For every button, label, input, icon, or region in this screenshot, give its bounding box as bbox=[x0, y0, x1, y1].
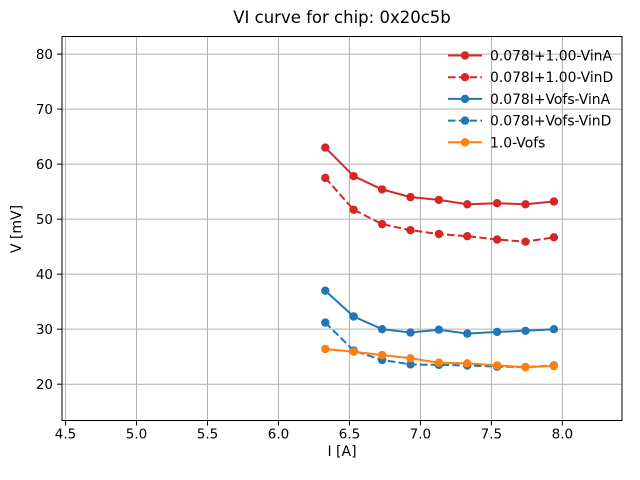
series-1.0-Vofs bbox=[321, 344, 559, 372]
data-point bbox=[492, 361, 502, 370]
data-point bbox=[377, 350, 387, 360]
series-0.078I+1.00-VinA bbox=[321, 143, 559, 209]
data-point bbox=[549, 325, 559, 334]
data-point bbox=[492, 235, 502, 244]
x-tick-label: 6.0 bbox=[268, 427, 289, 443]
y-tick-label: 50 bbox=[36, 212, 53, 228]
x-tick-label: 6.5 bbox=[339, 427, 360, 443]
legend-marker-icon bbox=[460, 73, 470, 82]
data-point bbox=[321, 143, 330, 152]
data-point bbox=[549, 197, 559, 206]
x-tick-label: 8.0 bbox=[552, 427, 573, 443]
data-point bbox=[321, 344, 330, 354]
data-point bbox=[521, 200, 530, 209]
chart-title: VI curve for chip: 0x20c5b bbox=[233, 8, 451, 27]
legend-entry: 1.0-Vofs bbox=[448, 135, 545, 151]
legend-marker-icon bbox=[460, 51, 470, 60]
data-point bbox=[463, 359, 472, 368]
series-0.078I+1.00-VinD bbox=[321, 173, 559, 246]
y-tick-label: 30 bbox=[36, 322, 53, 338]
y-tick-label: 20 bbox=[36, 377, 53, 393]
x-tick-label: 7.0 bbox=[410, 427, 431, 443]
data-point bbox=[434, 195, 444, 205]
x-tick-label: 5.0 bbox=[126, 427, 147, 443]
y-tick-label: 40 bbox=[36, 267, 53, 283]
legend-entry-label: 0.078I+1.00-VinA bbox=[490, 49, 612, 65]
data-point bbox=[349, 312, 358, 321]
data-point bbox=[377, 325, 387, 334]
data-point bbox=[349, 347, 358, 356]
y-axis-label: V [mV] bbox=[9, 204, 25, 254]
data-point bbox=[549, 233, 559, 242]
data-point bbox=[521, 326, 530, 335]
legend-entry-label: 0.078I+1.00-VinD bbox=[490, 70, 613, 86]
axes-frame bbox=[61, 36, 623, 421]
data-point bbox=[377, 219, 387, 229]
data-point bbox=[406, 226, 415, 235]
data-point bbox=[349, 205, 358, 214]
y-tick-label: 60 bbox=[36, 157, 53, 173]
legend-entry: 0.078I+Vofs-VinD bbox=[448, 114, 611, 130]
data-point bbox=[406, 360, 415, 369]
data-point bbox=[434, 358, 444, 367]
data-point bbox=[321, 173, 330, 183]
legend-entry-label: 1.0-Vofs bbox=[490, 135, 545, 151]
legend-entry-label: 0.078I+Vofs-VinA bbox=[490, 92, 611, 108]
data-point bbox=[492, 327, 502, 337]
y-tick-label: 70 bbox=[36, 102, 53, 118]
x-tick-label: 5.5 bbox=[197, 427, 218, 443]
data-point bbox=[406, 328, 415, 337]
data-point bbox=[321, 286, 330, 295]
x-tick-label: 7.5 bbox=[481, 427, 502, 443]
data-point bbox=[492, 199, 502, 208]
data-point bbox=[321, 318, 330, 327]
ticks: 4.5 5.0 5.5 6.0 6.5 7.0 7.5 8.0 20 30 40 50 60 70 80 bbox=[36, 47, 573, 442]
data-point bbox=[377, 185, 387, 194]
legend-entry: 0.078I+1.00-VinD bbox=[448, 70, 613, 86]
data-point bbox=[463, 232, 472, 241]
data-point bbox=[434, 325, 444, 334]
y-tick-label: 80 bbox=[36, 47, 53, 63]
data-point bbox=[406, 354, 415, 363]
legend-entry: 0.078I+1.00-VinA bbox=[448, 49, 612, 65]
legend-entry-label: 0.078I+Vofs-VinD bbox=[490, 114, 611, 130]
data-point bbox=[521, 237, 530, 246]
data-point bbox=[549, 361, 559, 371]
legend-marker-icon bbox=[460, 94, 470, 104]
data-point bbox=[463, 200, 472, 209]
legend-entry: 0.078I+Vofs-VinA bbox=[448, 92, 611, 108]
data-point bbox=[406, 192, 415, 202]
legend: 0.078I+1.00-VinA 0.078I+1.00-VinD 0.078I+V… bbox=[448, 49, 613, 151]
legend-marker-icon bbox=[460, 116, 470, 125]
data-point bbox=[434, 229, 444, 239]
data-point bbox=[521, 362, 530, 372]
series-0.078I+Vofs-VinA bbox=[321, 286, 559, 338]
data-point bbox=[463, 329, 472, 338]
x-axis-label: I [A] bbox=[327, 444, 357, 460]
data-point bbox=[349, 172, 358, 181]
legend-marker-icon bbox=[460, 138, 470, 147]
x-tick-label: 4.5 bbox=[55, 427, 76, 443]
